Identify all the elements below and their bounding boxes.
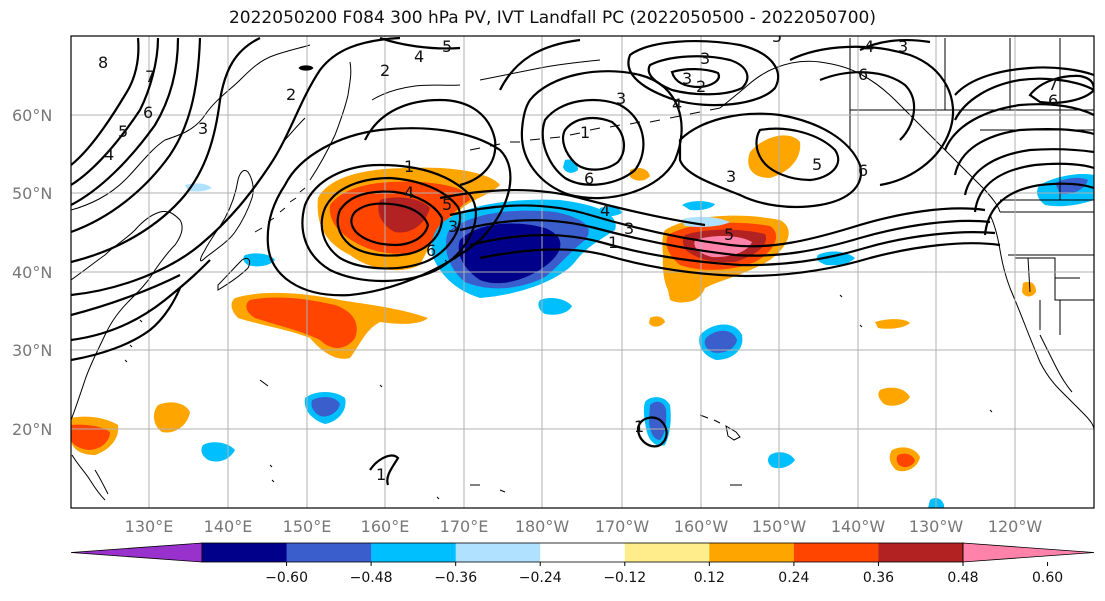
lon-label: 140°W — [831, 517, 886, 536]
svg-text:5: 5 — [442, 37, 452, 56]
pv-contours — [71, 36, 1094, 486]
svg-text:2: 2 — [286, 85, 296, 104]
north-america-coast — [989, 214, 1094, 431]
canada-borders — [849, 38, 1094, 200]
lon-label: 120°W — [988, 517, 1043, 536]
colorbar-segment — [793, 543, 879, 562]
colorbar-tick-label: 0.48 — [947, 570, 978, 586]
svg-text:4: 4 — [404, 183, 414, 202]
lon-label: 150°W — [752, 517, 807, 536]
svg-text:6: 6 — [1048, 91, 1058, 110]
colorbar-tick-label: −0.36 — [434, 570, 477, 586]
svg-text:3: 3 — [624, 219, 634, 238]
svg-text:6: 6 — [143, 103, 153, 122]
svg-text:6: 6 — [584, 169, 594, 188]
svg-text:2: 2 — [696, 77, 706, 96]
japan-coast — [200, 169, 254, 291]
colorbar-tick-label: 0.60 — [1032, 570, 1063, 586]
colorbar-segment — [624, 543, 710, 562]
colorbar-tick-label: −0.24 — [519, 570, 562, 586]
svg-text:1: 1 — [634, 417, 644, 436]
svg-text:1: 1 — [608, 233, 618, 252]
colorbar-tick-label: −0.48 — [350, 570, 393, 586]
lon-label: 160°W — [674, 517, 729, 536]
svg-text:2: 2 — [380, 61, 390, 80]
colorbar-extend-high — [962, 542, 1095, 563]
lon-label: 130°E — [125, 517, 174, 536]
alaska-coast — [479, 59, 1001, 213]
svg-text:6: 6 — [858, 161, 868, 180]
svg-text:7: 7 — [145, 67, 155, 86]
svg-text:1: 1 — [580, 123, 590, 142]
graticule — [71, 36, 1094, 508]
svg-text:3: 3 — [700, 49, 710, 68]
kuril-islands — [254, 187, 306, 233]
colorbar-segment — [878, 543, 964, 562]
map-frame — [70, 35, 1095, 509]
colorbar-outline — [201, 542, 964, 563]
svg-text:4: 4 — [600, 201, 610, 220]
lon-label: 130°W — [909, 517, 964, 536]
svg-text:1: 1 — [404, 157, 414, 176]
svg-text:4: 4 — [864, 37, 874, 56]
colorbar-segment — [202, 543, 288, 562]
lat-label: 50°N — [12, 184, 52, 203]
lat-label: 30°N — [12, 341, 52, 360]
svg-text:3: 3 — [726, 167, 736, 186]
philippines-coast — [71, 454, 109, 501]
colorbar-segment — [286, 543, 372, 562]
lon-label: 160°E — [361, 517, 410, 536]
lon-label: 180°W — [515, 517, 570, 536]
colorbar-tick-label: 0.36 — [863, 570, 894, 586]
svg-text:3: 3 — [448, 217, 458, 236]
svg-text:3: 3 — [898, 37, 908, 56]
svg-text:3: 3 — [198, 119, 208, 138]
colorbar-tick-label: −0.12 — [603, 570, 646, 586]
lon-label: 140°E — [204, 517, 253, 536]
pv-contour-labels: 8 7 6 5 4 3 2 2 4 5 1 4 5 3 6 3 3 2 3 4 … — [98, 27, 1058, 484]
svg-text:5: 5 — [442, 195, 452, 214]
colorbar-segment — [371, 543, 457, 562]
colorbar-segment — [540, 543, 626, 562]
lat-label: 60°N — [12, 106, 52, 125]
svg-text:5: 5 — [724, 225, 734, 244]
colorbar-segment — [455, 543, 541, 562]
svg-text:5: 5 — [118, 122, 128, 141]
svg-text:6: 6 — [858, 65, 868, 84]
figure-title: 2022050200 F084 300 hPa PV, IVT Landfall… — [228, 8, 876, 28]
svg-text:6: 6 — [426, 241, 436, 260]
svg-text:1: 1 — [376, 465, 386, 484]
colorbar-extend-low — [70, 542, 203, 563]
lon-label: 150°E — [283, 517, 332, 536]
lon-label: 170°W — [595, 517, 650, 536]
latitude-labels: 60°N 50°N 40°N 30°N 20°N — [12, 106, 52, 439]
svg-text:4: 4 — [104, 145, 114, 164]
lon-label: 170°E — [440, 517, 489, 536]
colorbar-segment — [709, 543, 795, 562]
lat-label: 20°N — [12, 420, 52, 439]
colorbar-tick-label: 0.12 — [694, 570, 725, 586]
lat-label: 40°N — [12, 263, 52, 282]
svg-text:4: 4 — [672, 95, 682, 114]
longitude-labels: 130°E 140°E 150°E 160°E 170°E 180°W 170°… — [125, 517, 1043, 536]
svg-text:7: 7 — [1048, 75, 1058, 94]
svg-text:4: 4 — [414, 47, 424, 66]
svg-text:5: 5 — [812, 155, 822, 174]
colorbar-tick-label: −0.60 — [265, 570, 308, 586]
svg-text:8: 8 — [98, 53, 108, 72]
colorbar-tick-label: 0.24 — [778, 570, 809, 586]
svg-text:3: 3 — [682, 69, 692, 88]
svg-text:5: 5 — [772, 27, 782, 46]
svg-text:3: 3 — [616, 89, 626, 108]
colorbar: −0.60 −0.48 −0.36 −0.24 −0.12 0.12 0.24 0.36 0.4… — [70, 542, 1095, 586]
baja-coast — [1039, 334, 1073, 393]
